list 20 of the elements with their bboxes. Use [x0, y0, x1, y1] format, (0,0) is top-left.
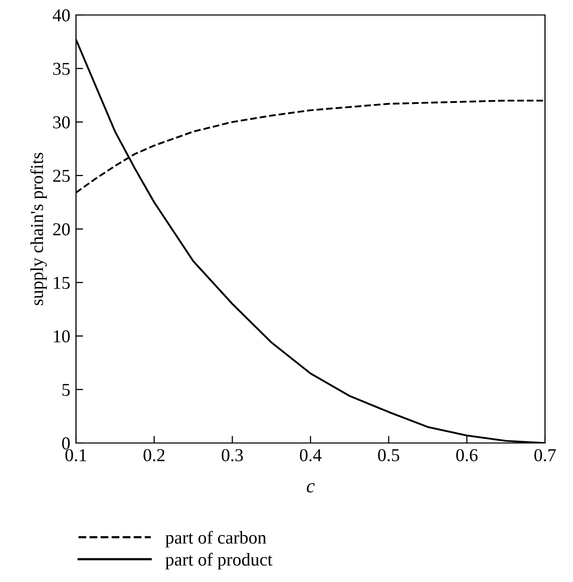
x-tick-label: 0.3 [222, 449, 243, 462]
legend-label: part of product [165, 552, 272, 570]
x-tick-label: 0.5 [378, 449, 400, 462]
y-tick-label: 10 [54, 330, 70, 342]
y-tick-label: 15 [54, 276, 70, 289]
x-axis-title: c [306, 483, 315, 493]
y-tick-label: 35 [53, 62, 70, 75]
y-tick-label: 30 [53, 116, 70, 128]
x-tick-label: 0.6 [456, 449, 478, 462]
legend-label: part of carbon [165, 530, 266, 548]
y-axis-title: supply chain's profits [30, 152, 47, 306]
y-tick-label: 25 [53, 170, 70, 182]
y-tick-label: 5 [62, 384, 70, 396]
x-tick-label: 0.7 [534, 449, 556, 462]
x-tick-label: 0.1 [65, 449, 86, 462]
y-tick-label: 0 [62, 437, 70, 450]
y-tick-label: 40 [52, 9, 70, 22]
x-tick-label: 0.2 [144, 449, 164, 462]
x-tick-label: 0.4 [300, 449, 322, 462]
y-tick-label: 20 [53, 223, 70, 236]
